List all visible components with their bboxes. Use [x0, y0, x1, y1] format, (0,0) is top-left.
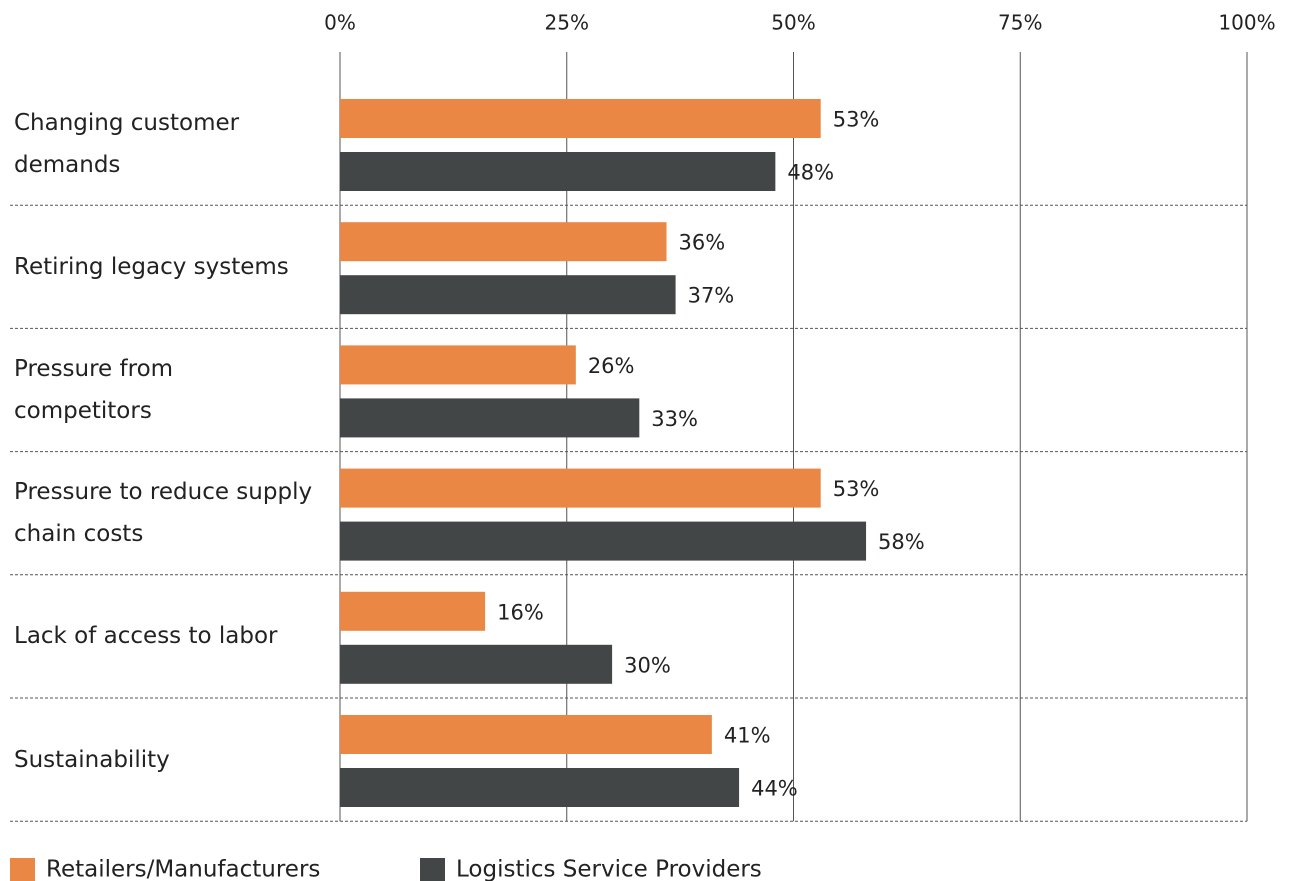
x-tick-label: 75%: [998, 11, 1042, 35]
legend-swatch: [420, 858, 445, 881]
bar: [340, 521, 867, 561]
value-label: 30%: [624, 653, 671, 677]
category-label: Lack of access to labor: [14, 623, 278, 650]
value-label: 53%: [833, 477, 880, 501]
bar: [340, 152, 776, 191]
category-label: Changing customer demands: [14, 109, 240, 178]
value-label: 44%: [751, 777, 798, 801]
category-label: Retiring legacy systems: [14, 253, 289, 280]
bar: [340, 99, 821, 138]
value-label: 58%: [878, 530, 925, 554]
bar: [340, 468, 821, 508]
value-label: 37%: [688, 284, 735, 308]
bar: [340, 644, 613, 684]
category-label: Pressure from competitors: [14, 355, 174, 424]
bar: [340, 345, 576, 385]
value-label: 26%: [588, 354, 635, 378]
category-label: Sustainability: [14, 746, 170, 773]
bar: [340, 222, 667, 262]
legend-label: Logistics Service Providers: [456, 857, 762, 881]
value-label: 48%: [787, 161, 834, 185]
value-label: 36%: [679, 231, 726, 255]
bar: [340, 591, 486, 631]
category-label: Pressure to reduce supply chain costs: [14, 479, 313, 548]
legend-swatch: [10, 858, 35, 881]
legend-label: Retailers/Manufacturers: [46, 857, 320, 881]
value-label: 33%: [651, 407, 698, 431]
x-tick-label: 25%: [545, 11, 589, 35]
bar: [340, 768, 740, 807]
x-tick-label: 100%: [1218, 11, 1275, 35]
value-label: 41%: [724, 724, 771, 748]
bar: [340, 715, 712, 754]
x-tick-label: 0%: [324, 11, 356, 35]
bar: [340, 275, 676, 315]
x-tick-label: 50%: [771, 11, 815, 35]
value-label: 53%: [833, 108, 880, 132]
bar: [340, 398, 640, 438]
value-label: 16%: [497, 600, 544, 624]
